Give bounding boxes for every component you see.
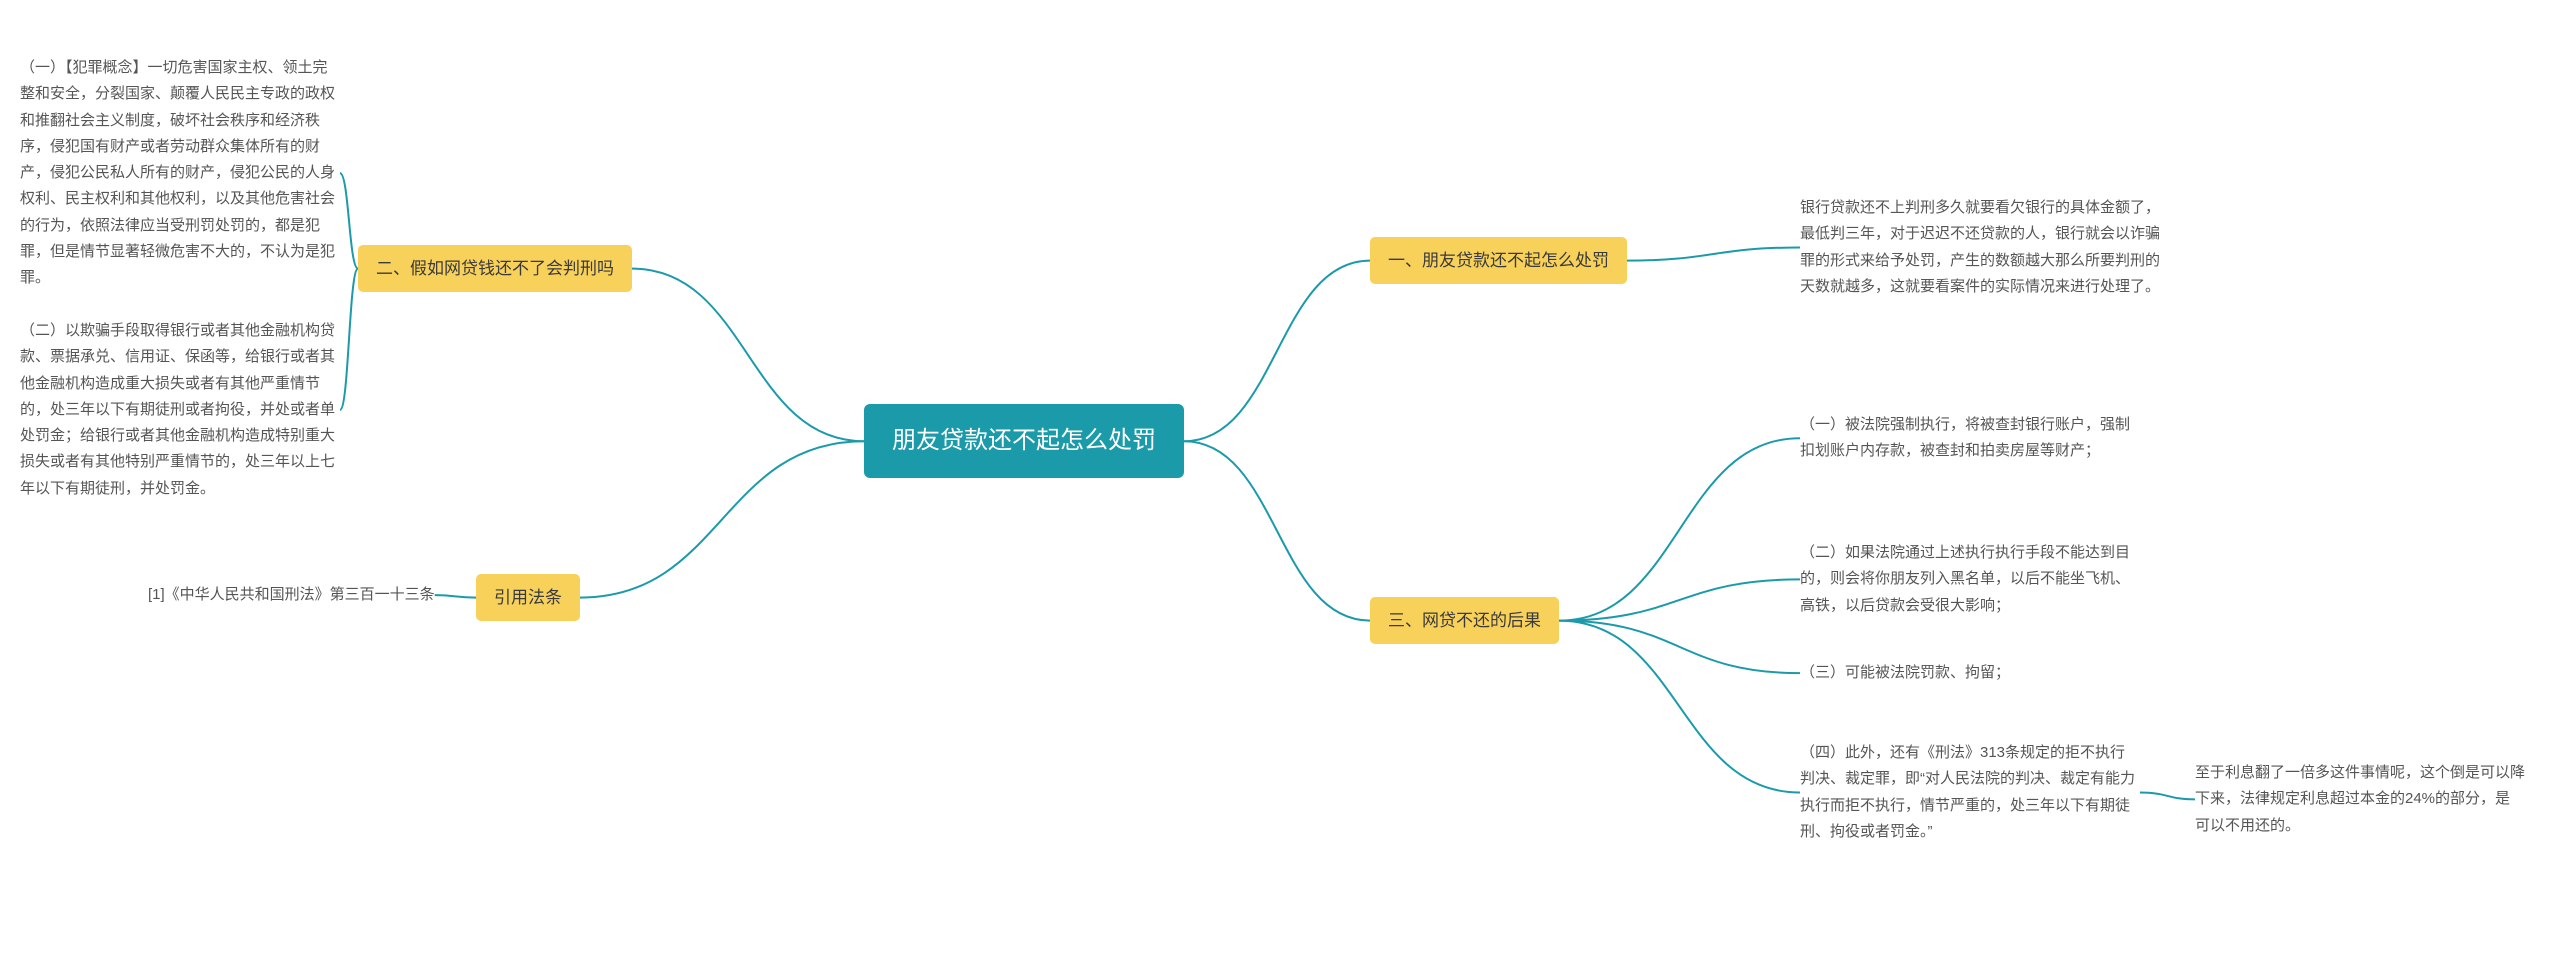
leaf-l-b2-c1: [1]《中华人民共和国刑法》第三百一十三条 bbox=[148, 582, 435, 608]
leaf-r-b3-c1: （一）被法院强制执行，将被查封银行账户，强制扣划账户内存款，被查封和拍卖房屋等财… bbox=[1800, 412, 2140, 465]
leaf-r-b3-c2: （二）如果法院通过上述执行执行手段不能达到目的，则会将你朋友列入黑名单，以后不能… bbox=[1800, 540, 2140, 619]
branch-left-2: 引用法条 bbox=[476, 574, 580, 621]
connector-layer bbox=[0, 0, 2560, 973]
leaf-r-b3-c4-c1: 至于利息翻了一倍多这件事情呢，这个倒是可以降下来，法律规定利息超过本金的24%的… bbox=[2195, 760, 2525, 839]
leaf-r-b3-c3: （三）可能被法院罚款、拘留； bbox=[1800, 660, 2010, 686]
leaf-r-b1-c1: 银行贷款还不上判刑多久就要看欠银行的具体金额了，最低判三年，对于迟迟不还贷款的人… bbox=[1800, 195, 2160, 300]
leaf-l-b1-c1: （一）【犯罪概念】一切危害国家主权、领土完整和安全，分裂国家、颠覆人民民主专政的… bbox=[20, 55, 340, 291]
root-node: 朋友贷款还不起怎么处罚 bbox=[864, 404, 1184, 478]
leaf-l-b1-c2: （二）以欺骗手段取得银行或者其他金融机构贷款、票据承兑、信用证、保函等，给银行或… bbox=[20, 318, 340, 502]
branch-left-1: 二、假如网贷钱还不了会判刑吗 bbox=[358, 245, 632, 292]
leaf-r-b3-c4: （四）此外，还有《刑法》313条规定的拒不执行判决、裁定罪，即“对人民法院的判决… bbox=[1800, 740, 2140, 845]
branch-right-3: 三、网贷不还的后果 bbox=[1370, 597, 1559, 644]
branch-right-1: 一、朋友贷款还不起怎么处罚 bbox=[1370, 237, 1627, 284]
